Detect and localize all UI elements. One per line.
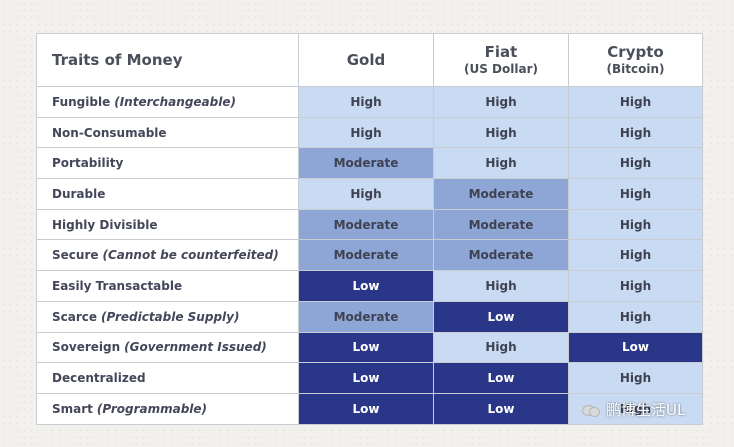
header-gold-title: Gold xyxy=(346,50,386,69)
trait-cell: Easily Transactable xyxy=(37,271,299,302)
watermark: 鹏博生活UL xyxy=(582,399,685,420)
rating-cell: High xyxy=(434,271,569,302)
trait-name: Secure xyxy=(52,248,99,263)
trait-note: (Government Issued) xyxy=(124,340,267,355)
rating-cell: High xyxy=(569,148,703,180)
header-fiat: Fiat (US Dollar) xyxy=(434,34,569,87)
rating-cell: High xyxy=(434,148,569,180)
rating-cell: Low xyxy=(434,393,569,425)
trait-note: (Predictable Supply) xyxy=(101,309,240,324)
rating-cell: Low xyxy=(299,363,434,394)
header-traits-label: Traits of Money xyxy=(52,51,183,69)
trait-name: Smart xyxy=(52,401,93,416)
trait-cell: Fungible (Interchangeable) xyxy=(37,87,299,118)
rating-cell: Moderate xyxy=(434,240,569,272)
rating-cell: Moderate xyxy=(299,301,434,333)
rating-cell: High xyxy=(569,271,703,302)
rating-cell: Low xyxy=(434,301,569,333)
rating-cell: High xyxy=(569,117,703,149)
rating-cell: High xyxy=(299,117,434,149)
trait-name: Scarce xyxy=(52,309,98,324)
rating-cell: High xyxy=(569,87,703,118)
rating-cell: High xyxy=(569,363,703,394)
trait-cell: Portability xyxy=(37,148,299,180)
trait-cell: Secure (Cannot be counterfeited) xyxy=(37,240,299,272)
trait-name: Decentralized xyxy=(52,371,146,386)
trait-name: Easily Transactable xyxy=(52,278,183,293)
trait-cell: Decentralized xyxy=(37,363,299,394)
header-crypto-subtitle: (Bitcoin) xyxy=(606,62,665,76)
rating-cell: Low xyxy=(299,332,434,364)
trait-cell: Durable xyxy=(37,179,299,210)
rating-cell: High xyxy=(434,87,569,118)
rating-cell: Low xyxy=(569,332,703,364)
trait-name: Non-Consumable xyxy=(52,125,167,140)
rating-cell: Moderate xyxy=(434,209,569,241)
header-fiat-title: Fiat xyxy=(484,43,518,61)
trait-name: Highly Divisible xyxy=(52,217,158,232)
header-traits: Traits of Money xyxy=(37,34,299,87)
rating-cell: High xyxy=(434,332,569,364)
rating-cell: Moderate xyxy=(299,240,434,272)
trait-name: Fungible xyxy=(52,94,111,109)
rating-cell: High xyxy=(434,117,569,149)
trait-name: Portability xyxy=(52,156,124,171)
rating-cell: Low xyxy=(299,393,434,425)
trait-cell: Highly Divisible xyxy=(37,209,299,241)
trait-name: Sovereign xyxy=(52,340,121,355)
rating-cell: High xyxy=(569,179,703,210)
trait-cell: Scarce (Predictable Supply) xyxy=(37,301,299,333)
rating-cell: Low xyxy=(434,363,569,394)
trait-cell: Smart (Programmable) xyxy=(37,393,299,425)
trait-cell: Non-Consumable xyxy=(37,117,299,149)
header-crypto: Crypto (Bitcoin) xyxy=(569,34,703,87)
header-fiat-subtitle: (US Dollar) xyxy=(464,62,538,76)
rating-cell: Moderate xyxy=(299,148,434,180)
rating-cell: Moderate xyxy=(434,179,569,210)
header-crypto-title: Crypto xyxy=(607,43,664,61)
trait-cell: Sovereign (Government Issued) xyxy=(37,332,299,364)
rating-cell: Moderate xyxy=(299,209,434,241)
rating-cell: High xyxy=(299,87,434,118)
trait-note: (Interchangeable) xyxy=(114,94,236,109)
rating-cell: High xyxy=(569,240,703,272)
trait-note: (Programmable) xyxy=(96,401,208,416)
rating-cell: High xyxy=(569,209,703,241)
wechat-icon xyxy=(582,403,600,417)
rating-cell: High xyxy=(299,179,434,210)
header-gold: Gold xyxy=(299,34,434,87)
traits-of-money-table: Traits of Money Gold Fiat (US Dollar) Cr… xyxy=(36,33,703,425)
rating-cell: High xyxy=(569,301,703,333)
trait-note: (Cannot be counterfeited) xyxy=(102,248,279,263)
trait-name: Durable xyxy=(52,186,106,201)
rating-cell: Low xyxy=(299,271,434,302)
watermark-text: 鹏博生活UL xyxy=(606,401,686,419)
